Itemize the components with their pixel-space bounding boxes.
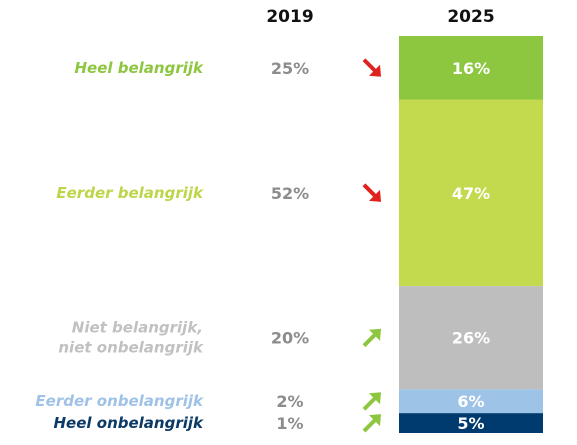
category-label-3: Eerder onbelangrijk [35, 392, 204, 410]
value-2025-1: 47% [452, 184, 490, 203]
bar-2025-4 [399, 413, 543, 433]
value-2019-2: 20% [271, 329, 309, 348]
category-label-1: Eerder belangrijk [56, 184, 204, 202]
header-2025: 2025 [447, 7, 494, 27]
value-2019-3: 2% [276, 392, 303, 411]
value-2019-4: 1% [276, 414, 303, 433]
value-2025-0: 16% [452, 59, 490, 78]
value-2025-4: 5% [457, 414, 484, 433]
value-2025-2: 26% [452, 329, 490, 348]
bar-2025-1 [399, 99, 543, 287]
bar-2025-3 [399, 389, 543, 414]
chart-rows: 16% 25% Heel belangrijk 47% 52% Eerder belang… [35, 36, 543, 433]
category-label-0: Heel belangrijk [74, 59, 204, 77]
trend-down-arrow-icon-0 [362, 58, 381, 77]
bar-2025-0 [399, 36, 543, 100]
category-label-2: Niet belangrijk, niet onbelangrijk [58, 319, 204, 357]
trend-up-arrow-icon-3 [362, 392, 381, 411]
bar-2025-2 [399, 286, 543, 390]
value-2019-1: 52% [271, 184, 309, 203]
header-2019: 2019 [266, 7, 313, 27]
trend-up-arrow-icon-4 [362, 414, 381, 433]
category-label-4: Heel onbelangrijk [54, 414, 205, 432]
value-2025-3: 6% [457, 392, 484, 411]
value-2019-0: 25% [271, 59, 309, 78]
trend-up-arrow-icon-2 [362, 328, 381, 348]
trend-down-arrow-icon-1 [362, 183, 381, 202]
